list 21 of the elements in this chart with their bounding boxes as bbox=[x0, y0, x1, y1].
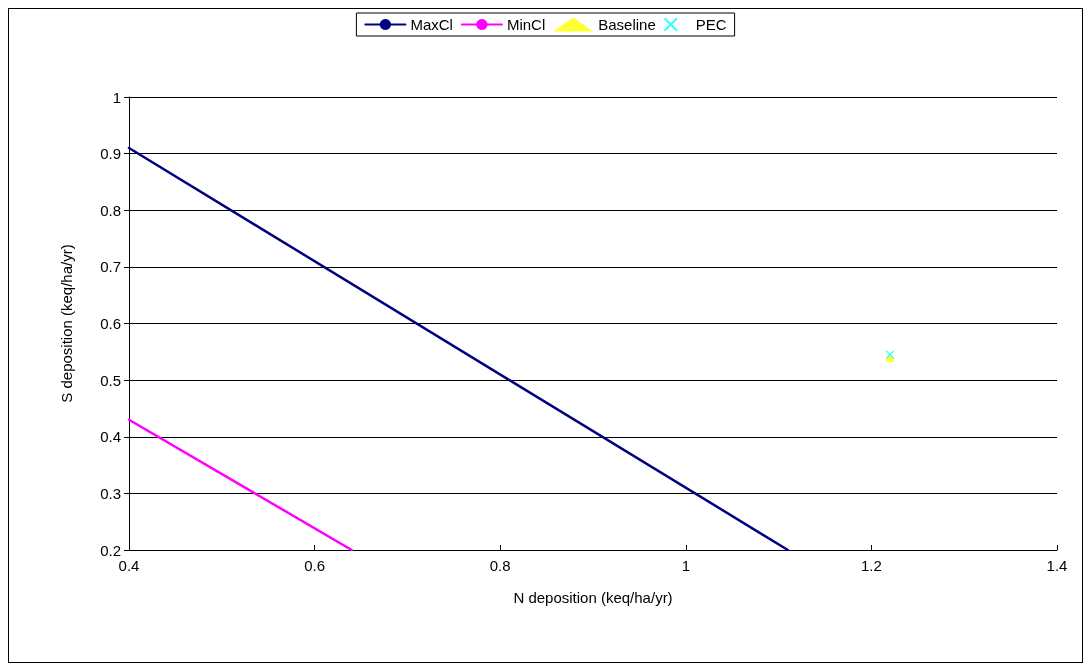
y-tick-label: 0.4 bbox=[100, 428, 121, 446]
y-tick-label: 0.2 bbox=[100, 541, 121, 559]
y-tick-label: 1 bbox=[112, 88, 121, 106]
x-tick-label: 1.4 bbox=[1046, 557, 1068, 574]
legend-label: MaxCl bbox=[410, 16, 453, 33]
y-tick-label: 0.3 bbox=[100, 484, 121, 502]
x-tick-label: 0.6 bbox=[304, 557, 326, 574]
y-tick-label: 0.9 bbox=[100, 145, 121, 163]
x-tick-label: 0.8 bbox=[489, 557, 511, 574]
y-tick-label: 0.6 bbox=[100, 315, 121, 332]
legend-label: PEC bbox=[695, 16, 727, 33]
y-tick-label: 0.7 bbox=[100, 258, 121, 276]
x-axis-title: N deposition (keq/ha/yr) bbox=[513, 589, 673, 606]
y-axis-title: S deposition (keq/ha/yr) bbox=[58, 244, 75, 403]
x-tick-label: 1.2 bbox=[860, 557, 882, 574]
legend-label: MinCl bbox=[506, 16, 546, 33]
y-tick-label: 0.5 bbox=[100, 371, 121, 389]
x-tick-label: 1 bbox=[681, 557, 690, 574]
legend-label: Baseline bbox=[598, 16, 656, 33]
y-tick-label: 0.8 bbox=[100, 201, 121, 219]
x-tick-label: 0.4 bbox=[118, 557, 140, 574]
